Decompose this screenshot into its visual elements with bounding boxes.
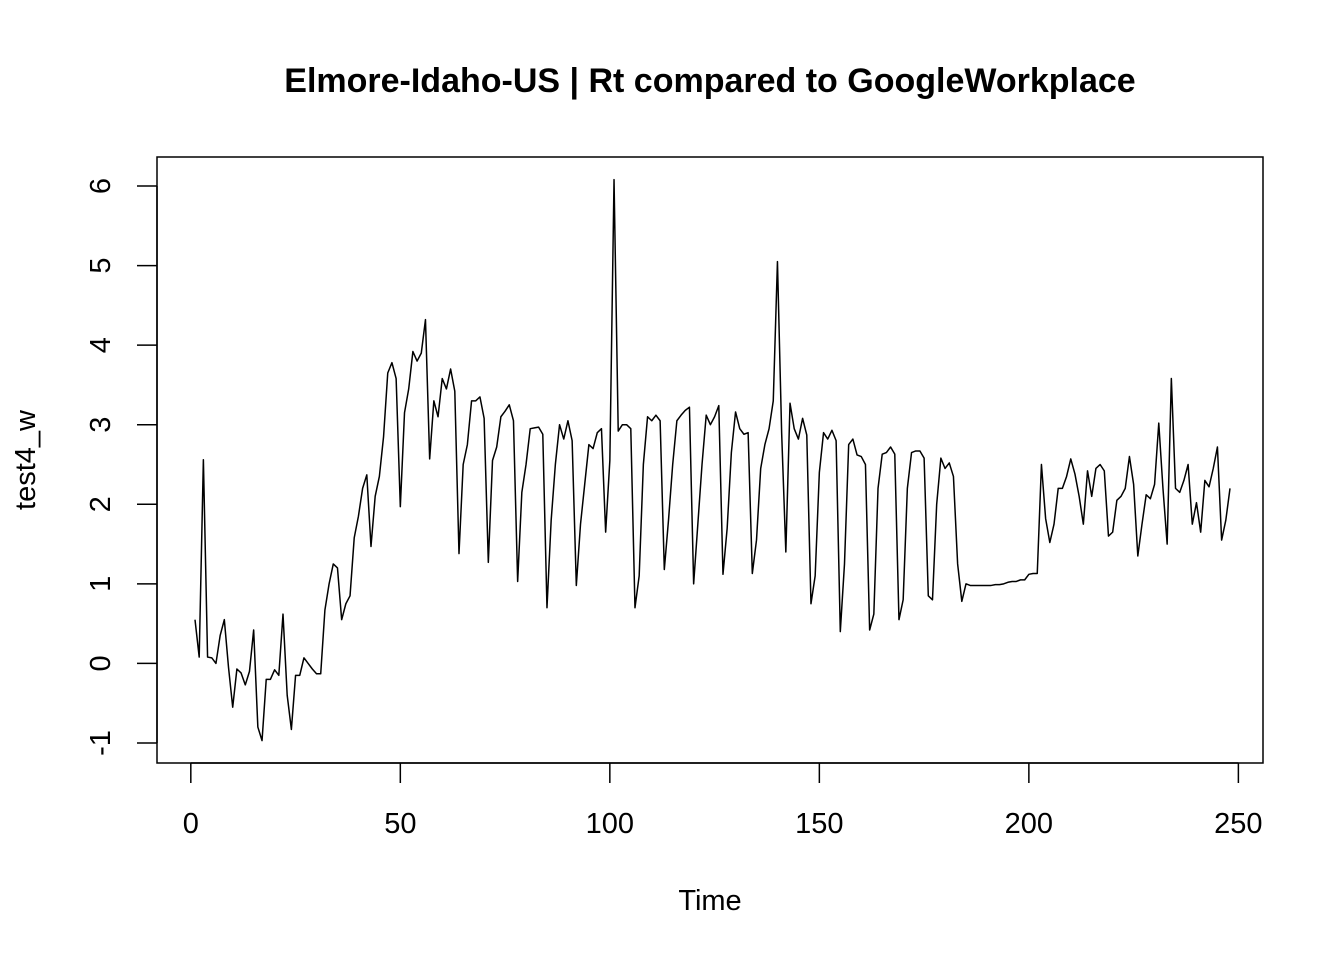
y-tick-label: 4 <box>85 337 117 353</box>
series-line <box>194 178 1231 742</box>
plot-frame <box>156 156 1264 764</box>
y-tick-label: 2 <box>85 496 117 512</box>
y-tick-label: 0 <box>85 655 117 671</box>
y-tick-label: -1 <box>85 730 117 756</box>
y-axis-label: test4_w <box>10 409 42 510</box>
y-axis: -1 0 1 2 3 4 5 6 <box>85 178 158 756</box>
x-tick-label: 200 <box>1005 808 1053 840</box>
x-tick-label: 250 <box>1214 808 1262 840</box>
y-tick-label: 3 <box>85 417 117 433</box>
chart-title: Elmore-Idaho-US | Rt compared to GoogleW… <box>284 62 1135 100</box>
x-axis-label: Time <box>678 885 741 917</box>
x-axis: 0 50 100 150 200 250 <box>183 762 1263 840</box>
y-tick-label: 6 <box>85 178 117 194</box>
x-tick-label: 50 <box>384 808 416 840</box>
x-tick-label: 100 <box>586 808 634 840</box>
x-tick-label: 150 <box>795 808 843 840</box>
y-tick-label: 5 <box>85 258 117 274</box>
x-tick-label: 0 <box>183 808 199 840</box>
y-tick-label: 1 <box>85 576 117 592</box>
